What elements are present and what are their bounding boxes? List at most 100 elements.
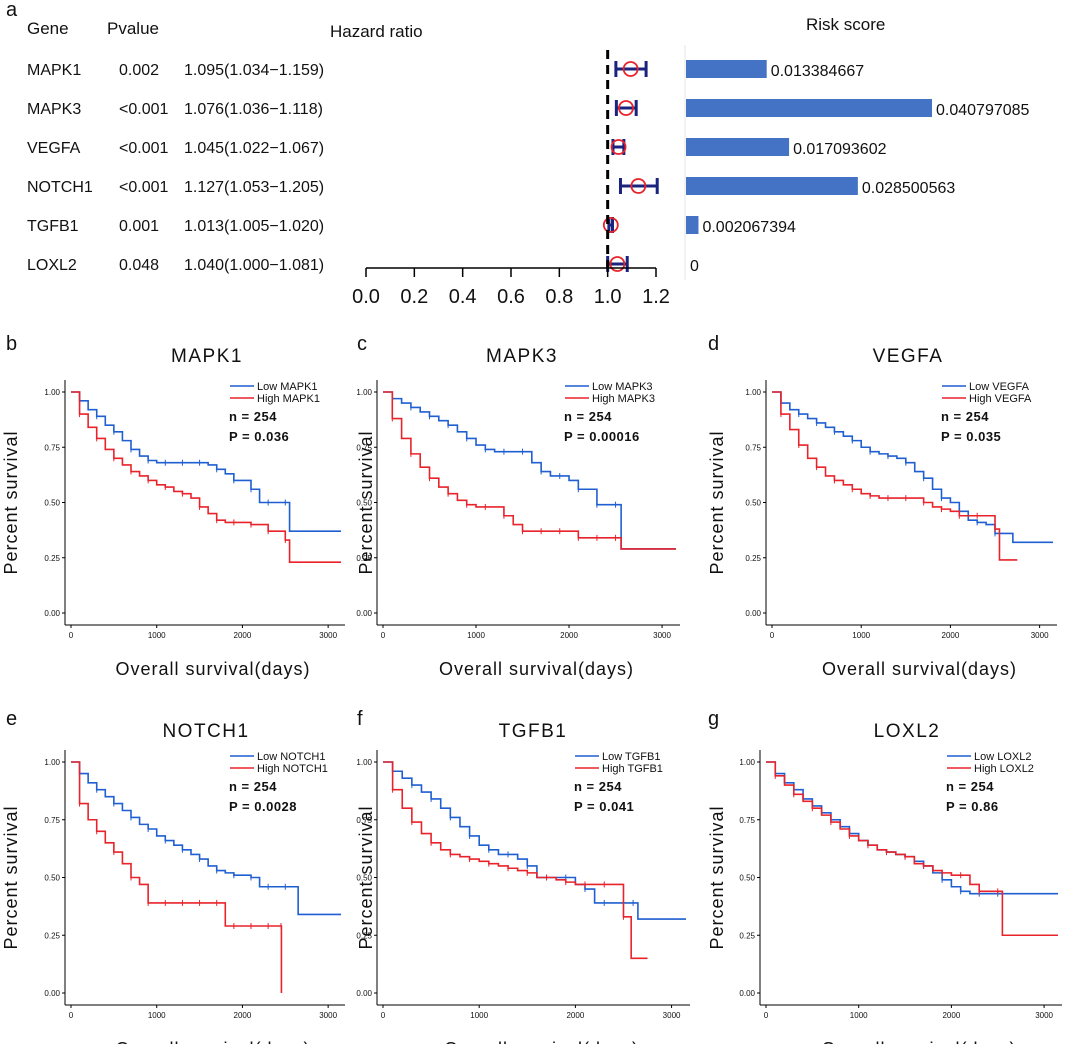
km-y-tick-label: 0.25 [356,554,372,563]
panel-letter-e: e [6,708,17,730]
legend-label: High NOTCH1 [257,763,328,775]
gene-label: MAPK3 [27,101,81,118]
pvalue-label: 0.001 [119,218,159,235]
km-y-tick-label: 0.75 [356,443,372,452]
hr-axis-tick-label: 0.6 [497,286,525,308]
km-y-tick-label: 1.00 [745,388,761,397]
hr-point [609,256,626,272]
hr-text-label: 1.045(1.022−1.067) [184,140,324,157]
km-x-tick-label: 3000 [319,631,337,640]
km-p-label: P = 0.035 [941,429,1001,444]
km-y-tick-label: 0.25 [739,931,755,940]
pvalue-label: <0.001 [119,101,168,118]
km-y-tick-label: 0.00 [745,609,761,618]
km-x-tick-label: 0 [381,1011,386,1020]
km-title: MAPK1 [171,346,243,367]
risk-bar [686,177,858,195]
km-y-tick-label: 1.00 [356,388,372,397]
km-y-tick-label: 0.50 [44,874,60,883]
hr-text-label: 1.127(1.053−1.205) [184,179,324,196]
km-p-label: P = 0.0028 [229,799,297,814]
km-y-tick-label: 0.75 [44,443,60,452]
km-y-tick-label: 0.50 [739,874,755,883]
pvalue-label: 0.048 [119,257,159,274]
km-title: VEGFA [873,346,944,367]
km-n-label: n = 254 [946,779,994,794]
hr-point [602,217,619,233]
km-panel-g: g LOXL2 0.00 0.25 0.50 0.75 1.00 0 1000 2000 3000 P… [707,708,1062,1044]
hazard-ratio-title: Hazard ratio [330,22,423,41]
km-title: MAPK3 [486,346,558,367]
km-x-tick-label: 3000 [653,631,671,640]
km-n-label: n = 254 [229,779,277,794]
panel-letter-b: b [6,333,17,355]
km-n-label: n = 254 [941,409,989,424]
km-x-tick-label: 2000 [942,1011,960,1020]
km-x-tick-label: 1000 [148,1011,166,1020]
km-panel-b: b MAPK1 0.00 0.25 0.50 0.75 1.00 0 1000 2000 3000 P… [1,333,345,679]
pvalue-label: <0.001 [119,179,168,196]
low-survival-curve [71,391,341,533]
hr-axis-tick-label: 0.2 [400,286,428,308]
gene-label: NOTCH1 [27,179,93,196]
legend-label: High TGFB1 [602,763,663,775]
hr-text-label: 1.095(1.034−1.159) [184,62,324,79]
km-y-tick-label: 1.00 [44,388,60,397]
high-survival-curve [383,391,676,550]
low-survival-curve [766,761,1058,895]
km-y-tick-label: 0.00 [44,609,60,618]
km-x-axis-label: Overall survival(days) [439,659,634,679]
km-panel-e: e NOTCH1 0.00 0.25 0.50 0.75 1.00 0 1000 2000 3000… [1,708,345,1044]
km-x-tick-label: 2000 [566,1011,584,1020]
km-y-axis-label: Percent survival [707,805,727,949]
km-y-tick-label: 1.00 [739,758,755,767]
km-y-axis-label: Percent survival [1,805,21,949]
panel-letter-d: d [708,333,719,355]
risk-value-label: 0.013384667 [771,63,865,80]
km-y-tick-label: 0.00 [739,989,755,998]
km-x-tick-label: 3000 [663,1011,681,1020]
km-y-tick-label: 0.75 [356,816,372,825]
high-survival-curve [71,761,283,993]
km-title: NOTCH1 [162,721,249,742]
km-y-tick-label: 1.00 [44,758,60,767]
km-x-axis-label: Overall survival(days) [444,1039,639,1044]
km-x-tick-label: 0 [69,631,74,640]
km-p-label: P = 0.86 [946,799,999,814]
km-y-tick-label: 0.00 [356,989,372,998]
panel-letter-c: c [357,333,367,355]
km-x-axis-label: Overall survival(days) [115,1039,310,1044]
legend-label: High MAPK1 [257,393,320,405]
risk-score-title: Risk score [806,15,885,34]
km-y-tick-label: 0.25 [356,931,372,940]
km-x-tick-label: 2000 [234,631,252,640]
legend-label: High VEGFA [969,393,1032,405]
km-y-tick-label: 0.75 [739,816,755,825]
km-x-axis-label: Overall survival(days) [115,659,310,679]
km-y-tick-label: 0.25 [44,554,60,563]
risk-value-label: 0 [690,258,699,275]
hr-text-label: 1.076(1.036−1.118) [184,101,323,118]
gene-label: LOXL2 [27,257,77,274]
risk-value-label: 0.017093602 [793,141,887,158]
panel-letter-g: g [708,708,719,730]
hr-axis-tick-label: 0.8 [545,286,573,308]
gene-label: MAPK1 [27,62,81,79]
km-x-axis-label: Overall survival(days) [821,1039,1016,1044]
hr-point [622,61,639,77]
risk-value-label: 0.028500563 [862,180,956,197]
low-survival-curve [383,391,676,550]
high-survival-curve [766,761,1058,937]
forest-panel: a Gene Pvalue Hazard ratio Risk score MA… [6,0,1030,308]
panel-letter-a: a [6,0,18,21]
legend-label: Low TGFB1 [602,751,661,763]
km-x-tick-label: 0 [69,1011,74,1020]
km-y-tick-label: 0.00 [356,609,372,618]
legend-label: Low VEGFA [969,381,1030,393]
km-y-tick-label: 0.50 [44,499,60,508]
risk-bar [686,138,790,156]
km-x-tick-label: 0 [770,631,775,640]
km-y-tick-label: 0.50 [356,499,372,508]
low-survival-curve [71,761,341,916]
